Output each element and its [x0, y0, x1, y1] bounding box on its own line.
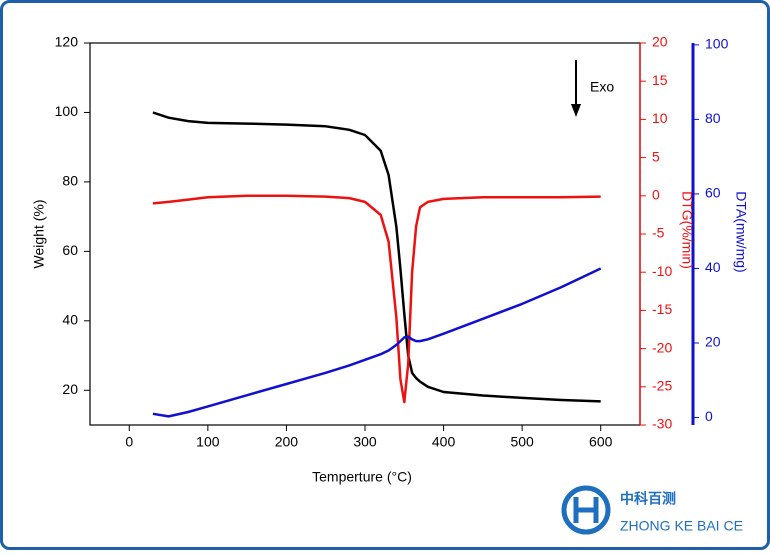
y-tick-label: 120 [55, 34, 79, 50]
x-tick-label: 500 [510, 434, 534, 450]
logo-glyph [573, 497, 599, 523]
y3-tick-label: 100 [705, 36, 729, 52]
y2-tick-label: 0 [652, 187, 660, 203]
x-tick-label: 0 [125, 434, 133, 450]
exo-arrowhead [571, 104, 581, 117]
series-line [152, 194, 601, 404]
y2-tick-label: -30 [652, 416, 672, 432]
y2-tick-label: -10 [652, 263, 672, 279]
y3-tick-label: 20 [705, 334, 721, 350]
logo-subtitle: ZHONG KE BAI CE [620, 518, 743, 534]
y2-tick-label: 5 [652, 148, 660, 164]
y3-tick-label: 40 [705, 259, 721, 275]
logo-icon [561, 485, 611, 535]
y2-tick-label: 15 [652, 72, 668, 88]
x-tick-label: 400 [432, 434, 456, 450]
y-tick-label: 40 [62, 312, 78, 328]
annotation: Exo [590, 79, 614, 95]
y2-tick-label: 20 [652, 34, 668, 50]
y-tick-label: 20 [62, 381, 78, 397]
y2-tick-label: -20 [652, 339, 672, 355]
x-tick-label: 300 [353, 434, 377, 450]
y3-tick-label: 80 [705, 110, 721, 126]
y2-tick-label: -5 [652, 225, 665, 241]
y-tick-label: 100 [55, 103, 79, 119]
x-tick-label: 100 [196, 434, 220, 450]
y2-axis-label: DTG(%/min) [679, 191, 695, 269]
y3-tick-label: 0 [705, 408, 713, 424]
series-line [152, 111, 601, 403]
series-line [152, 267, 602, 418]
y2-tick-label: 10 [652, 110, 668, 126]
x-axis-label: Temperture (°C) [312, 469, 412, 485]
y-tick-label: 80 [62, 173, 78, 189]
y-tick-label: 60 [62, 242, 78, 258]
y2-tick-label: -15 [652, 301, 672, 317]
logo: 中科百测 ZHONG KE BAI CE [561, 485, 743, 535]
x-tick-label: 200 [275, 434, 299, 450]
logo-title: 中科百测 [620, 491, 676, 507]
y-axis-label: Weight (%) [31, 200, 47, 269]
y2-tick-label: -25 [652, 378, 672, 394]
y3-tick-label: 60 [705, 185, 721, 201]
x-tick-label: 600 [589, 434, 613, 450]
y3-axis-label: DTA(mw/mg) [733, 191, 749, 272]
